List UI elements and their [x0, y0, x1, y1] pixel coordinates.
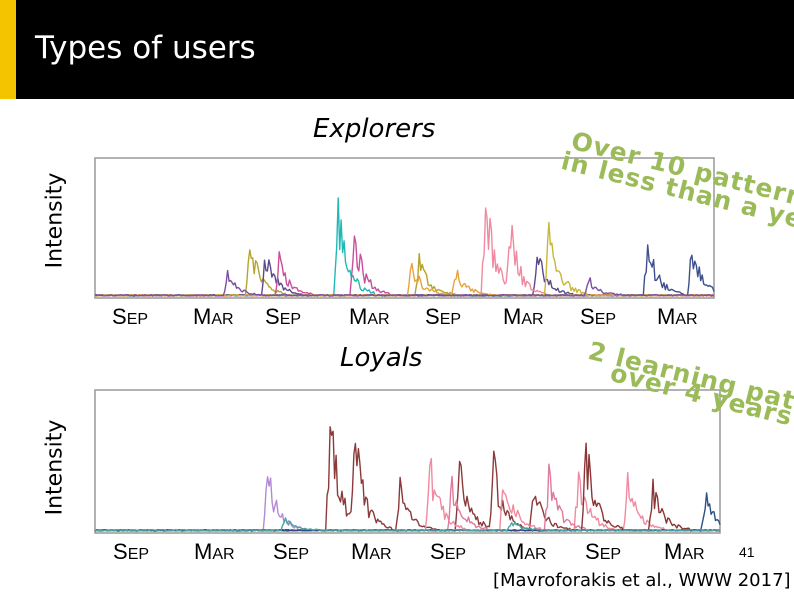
- x-tick-label: SEP: [273, 539, 309, 564]
- x-tick-label: MAR: [664, 539, 705, 564]
- x-tick-label: SEP: [430, 539, 466, 564]
- x-tick-label: MAR: [193, 304, 234, 329]
- explorers-chart-title: Explorers: [313, 114, 436, 144]
- loyals-y-axis-label: Intensity: [42, 419, 68, 516]
- x-tick-label: MAR: [657, 304, 698, 329]
- loyals-chart-title: Loyals: [340, 343, 423, 373]
- loyals-plot: SEP MAR SEP MAR SEP MAR SEP MAR: [94, 389, 721, 564]
- explorers-annotation: Over 10 patterns in less than a year: [558, 126, 794, 242]
- series-line-u9: [94, 269, 715, 297]
- series-line-v7: [94, 517, 721, 532]
- plot-frame: [94, 157, 715, 299]
- plot-frame: [94, 389, 721, 534]
- x-tick-label: MAR: [351, 539, 392, 564]
- citation: [Mavroforakis et al., WWW 2017]: [493, 570, 791, 591]
- x-tick-label: MAR: [349, 304, 390, 329]
- loyals-annotation: 2 learning patterns over 4 years: [585, 336, 794, 435]
- x-tick-label: MAR: [506, 539, 547, 564]
- x-tick-label: SEP: [113, 539, 149, 564]
- x-tick-label: MAR: [503, 304, 544, 329]
- x-tick-label: SEP: [112, 304, 148, 329]
- slide-title: Types of users: [35, 30, 256, 66]
- page-number: 41: [739, 544, 755, 560]
- x-tick-label: SEP: [580, 304, 616, 329]
- title-bar: Types of users: [0, 0, 794, 99]
- x-tick-label: MAR: [194, 539, 235, 564]
- title-accent: [0, 0, 16, 99]
- explorers-plot: SEP MAR SEP MAR SEP MAR SEP MAR: [94, 157, 715, 329]
- x-tick-label: SEP: [585, 539, 621, 564]
- x-tick-label: SEP: [425, 304, 461, 329]
- x-tick-label: SEP: [265, 304, 301, 329]
